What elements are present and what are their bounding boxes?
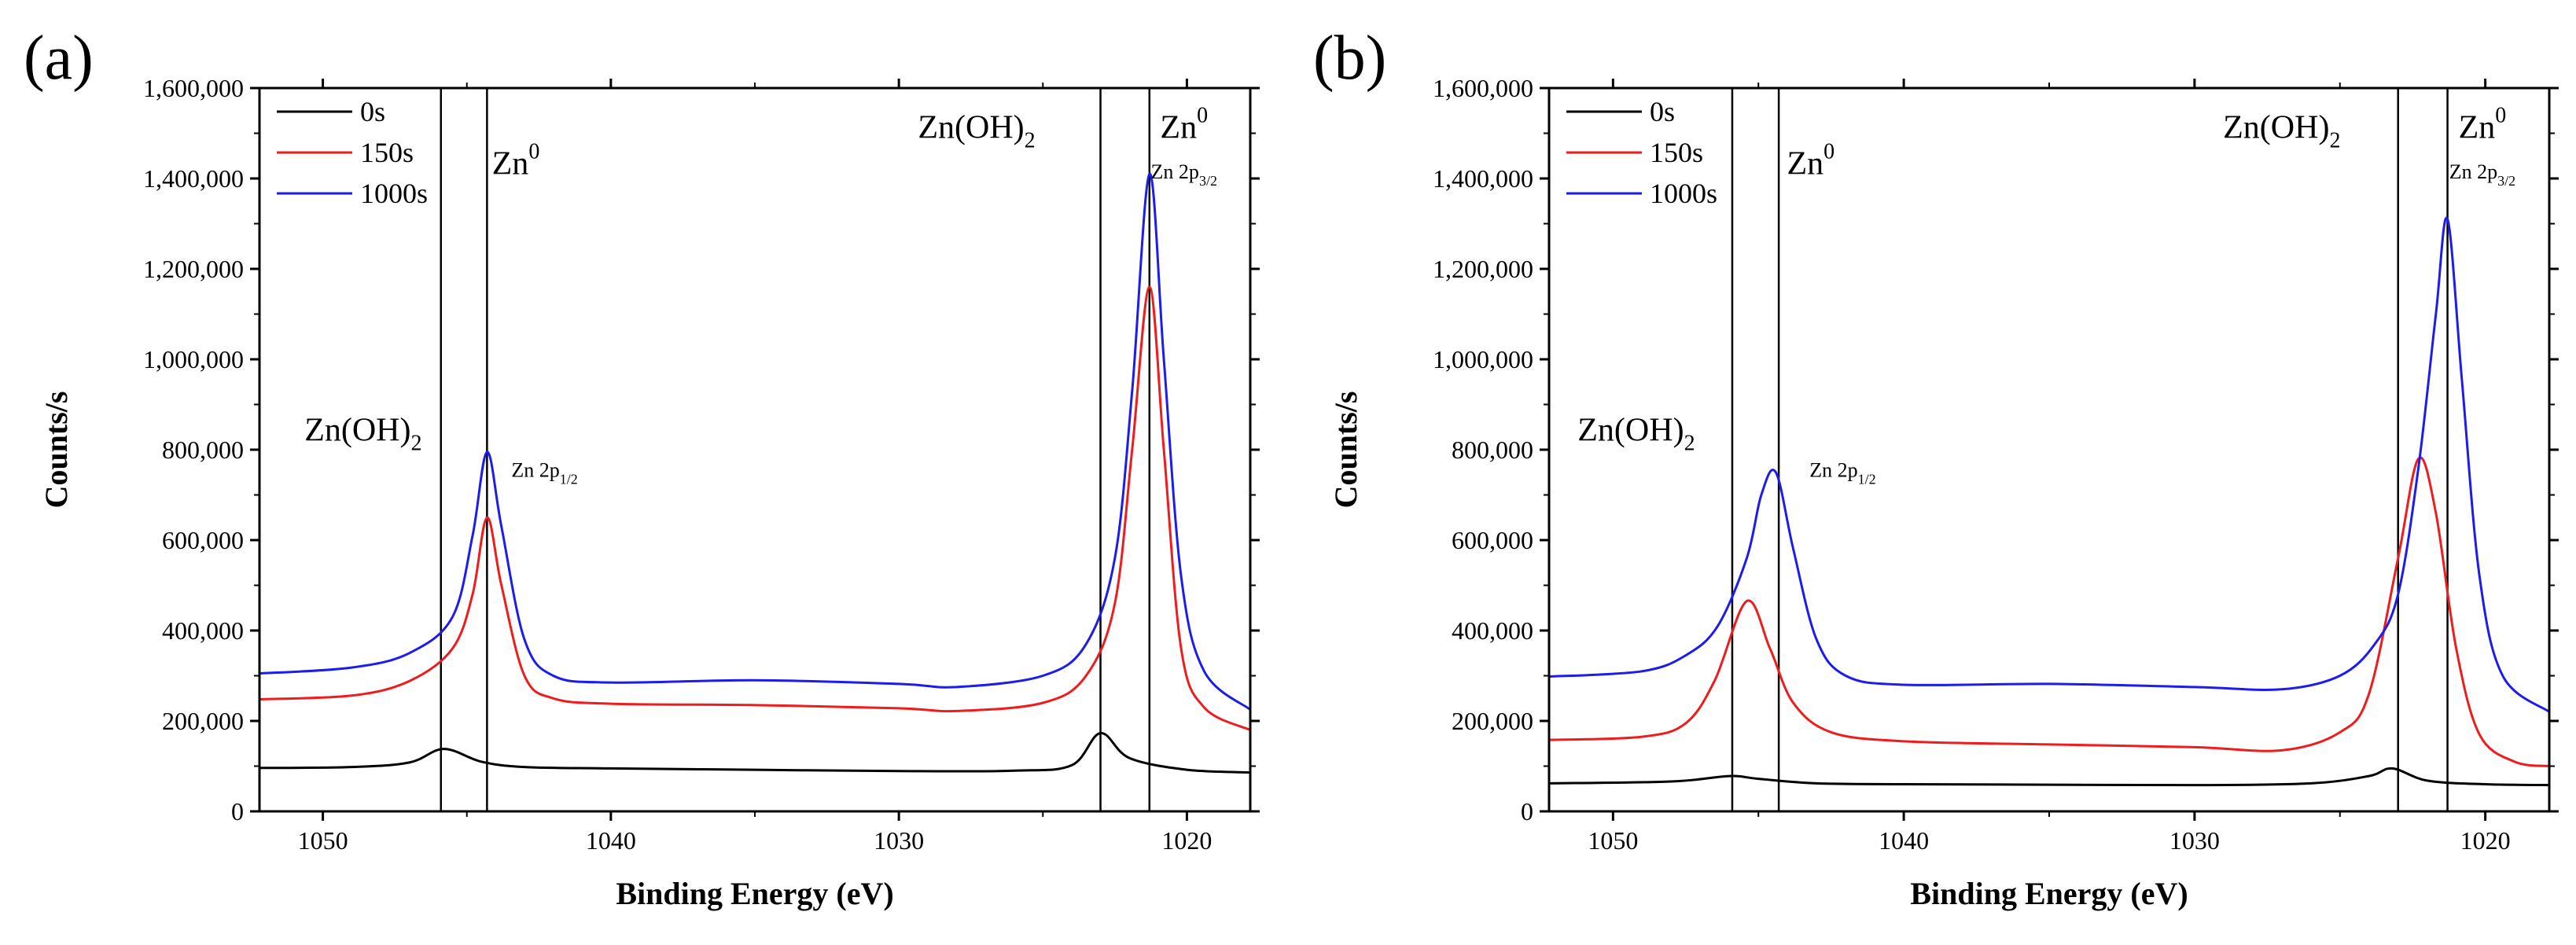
legend-label-0s: 0s: [360, 96, 385, 127]
legend: 0s 150s 1000s: [1566, 96, 1717, 209]
chart-panel-a: (a) 0 200,000 400,000 600,000 800,000 1,000,00…: [24, 24, 1260, 911]
series-line-1000s: [259, 172, 1250, 711]
x-tick-label: 1030: [2169, 826, 2220, 855]
y-tick-label: 1,000,000: [1433, 345, 1533, 373]
y-tick-label: 400,000: [162, 616, 244, 645]
annotation-superscript: 0: [2495, 103, 2506, 127]
series-group: [259, 172, 1250, 774]
peak-annotation: Zn 2p1/2: [511, 459, 577, 487]
annotation-main: Zn: [492, 145, 529, 182]
legend-label-150s: 150s: [1650, 137, 1703, 168]
peak-annotation: Zn0: [1160, 103, 1208, 145]
annotation-main: Zn 2p: [1809, 459, 1857, 482]
y-tick-label: 0: [231, 797, 244, 825]
legend-label-150s: 150s: [360, 137, 414, 168]
x-tick-label: 1050: [298, 826, 348, 855]
legend-label-0s: 0s: [1650, 96, 1675, 127]
y-tick-label: 200,000: [1452, 707, 1533, 735]
series-line-0s: [1549, 767, 2549, 787]
annotation-main: Zn(OH): [1577, 413, 1684, 449]
x-tick-label: 1020: [2460, 826, 2511, 855]
peak-annotation: Zn(OH)2: [304, 413, 421, 456]
annotation-subscript: 1/2: [1858, 472, 1876, 487]
y-tick-label: 1,600,000: [1433, 74, 1533, 102]
annotation-main: Zn(OH): [2223, 109, 2329, 145]
annotation-main: Zn: [1787, 145, 1823, 182]
peak-annotation: Zn(OH)2: [918, 109, 1035, 153]
chart-panel-b: (b) 0 200,000 400,000 600,000 800,000 1,000,00…: [1313, 24, 2559, 911]
y-axis-title: Counts/s: [1328, 392, 1363, 509]
peak-annotation: Zn0: [2459, 103, 2507, 145]
annotation-main: Zn(OH): [304, 413, 410, 449]
annotation-subscript: 2: [1025, 128, 1036, 153]
annotation-main: Zn 2p: [511, 459, 559, 482]
annotation-main: Zn 2p: [1151, 160, 1199, 183]
y-tick-label: 0: [1521, 797, 1533, 825]
y-tick-label: 600,000: [1452, 526, 1533, 554]
annotation-subscript: 1/2: [560, 472, 578, 487]
peak-annotation: Zn(OH)2: [2223, 109, 2340, 153]
annotation-subscript: 3/2: [1199, 173, 1217, 189]
y-tick-label: 200,000: [162, 707, 244, 735]
series-line-150s: [259, 285, 1250, 731]
annotation-main: Zn 2p: [2449, 160, 2497, 183]
peak-annotation: Zn0: [1787, 139, 1834, 182]
series-line-1000s: [1549, 216, 2549, 713]
panel-label: (a): [24, 24, 94, 93]
x-tick-label: 1040: [1879, 826, 1929, 855]
series-line-0s: [259, 732, 1250, 774]
legend-label-1000s: 1000s: [360, 178, 428, 209]
x-tick-label: 1020: [1161, 826, 1212, 855]
y-tick-label: 1,400,000: [1433, 164, 1533, 193]
series-group: [1549, 216, 2549, 787]
legend: 0s 150s 1000s: [277, 96, 428, 209]
annotation-main: Zn: [1160, 109, 1197, 145]
annotation-subscript: 2: [2329, 128, 2340, 153]
y-tick-label: 1,400,000: [143, 164, 244, 193]
legend-label-1000s: 1000s: [1650, 178, 1717, 209]
y-tick-label: 1,000,000: [143, 345, 244, 373]
y-tick-label: 400,000: [1452, 616, 1533, 645]
panel-label: (b): [1313, 24, 1386, 93]
peak-annotation: Zn0: [492, 139, 540, 182]
peak-annotation: Zn 2p1/2: [1809, 459, 1875, 487]
annotation-main: Zn(OH): [918, 109, 1024, 145]
x-tick-label: 1030: [874, 826, 924, 855]
peak-annotation: Zn(OH)2: [1577, 413, 1695, 456]
annotation-superscript: 0: [528, 139, 539, 164]
annotation-main: Zn: [2459, 109, 2496, 145]
y-tick-label: 800,000: [1452, 436, 1533, 464]
annotation-subscript: 3/2: [2497, 173, 2515, 189]
y-tick-label: 1,200,000: [1433, 255, 1533, 283]
y-tick-label: 800,000: [162, 436, 244, 464]
y-axis-title: Counts/s: [39, 392, 74, 509]
y-tick-label: 1,200,000: [143, 255, 244, 283]
annotation-subscript: 2: [1684, 432, 1695, 456]
x-axis-title: Binding Energy (eV): [1910, 876, 2188, 911]
annotation-superscript: 0: [1823, 139, 1834, 164]
y-tick-label: 1,600,000: [143, 74, 244, 102]
peak-annotation: Zn 2p3/2: [2449, 160, 2515, 189]
x-tick-label: 1040: [586, 826, 636, 855]
annotation-superscript: 0: [1197, 103, 1208, 127]
y-tick-label: 600,000: [162, 526, 244, 554]
series-line-150s: [1549, 456, 2549, 767]
peak-annotation: Zn 2p3/2: [1151, 160, 1217, 189]
x-tick-label: 1050: [1588, 826, 1638, 855]
annotation-subscript: 2: [411, 432, 422, 456]
x-axis-title: Binding Energy (eV): [616, 876, 893, 911]
